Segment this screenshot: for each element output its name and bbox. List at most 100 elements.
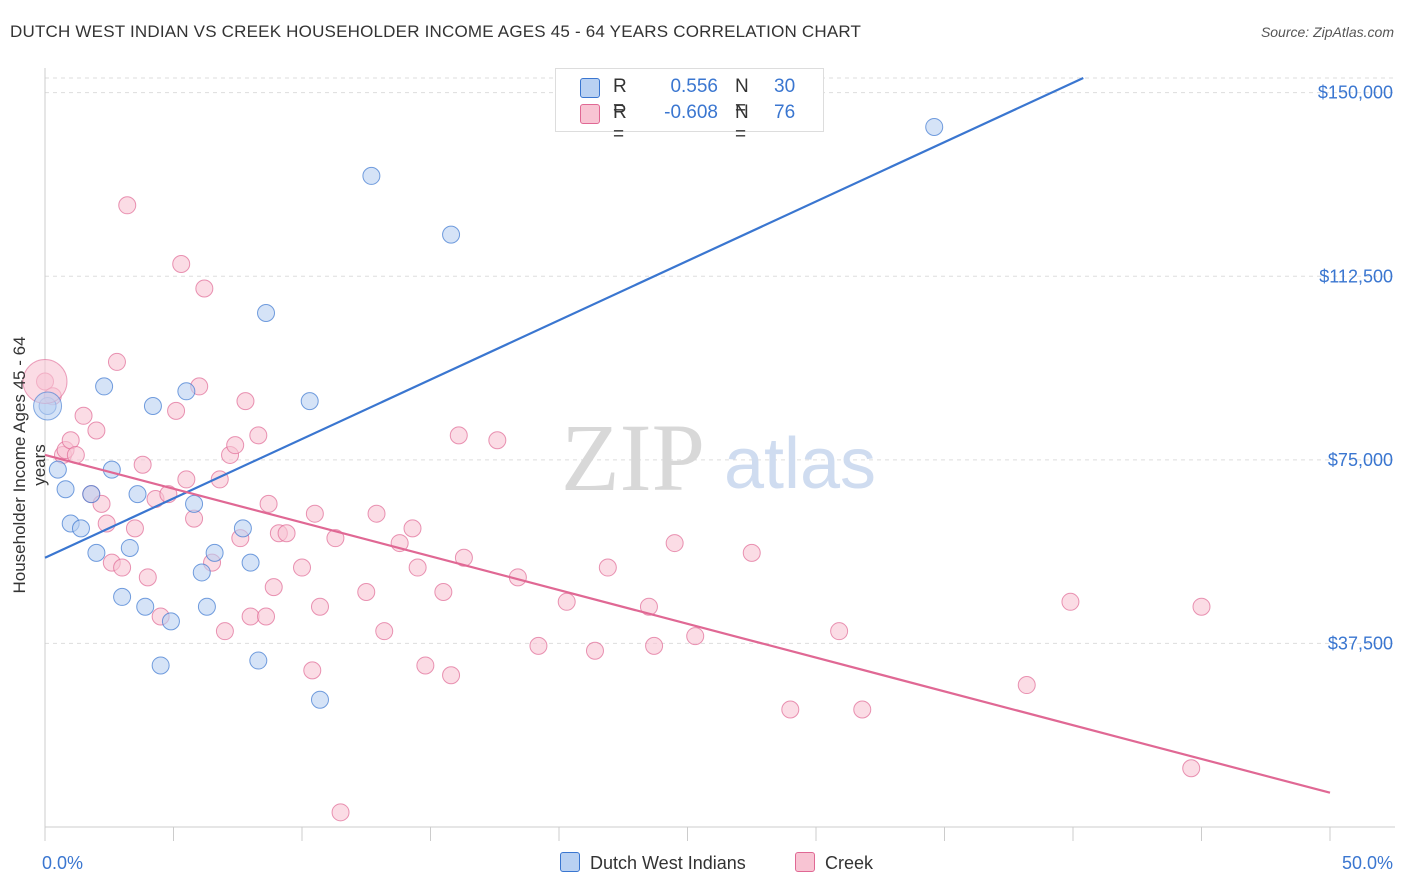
dutch-west-indian-point: [113, 587, 132, 606]
creek-point: [226, 436, 245, 455]
data-points: [22, 117, 1211, 822]
bottom-legend-swatch-pink: [795, 852, 815, 872]
creek-point: [241, 607, 260, 626]
creek-trend-line: [44, 453, 1331, 794]
creek-point: [310, 597, 329, 616]
dutch-west-indian-point: [300, 392, 319, 411]
dutch-west-indian-point: [241, 553, 260, 572]
creek-point: [264, 578, 283, 597]
creek-point: [357, 583, 376, 602]
creek-point: [113, 558, 132, 577]
dutch-west-indian-point: [48, 460, 67, 479]
creek-point: [172, 255, 191, 274]
creek-point: [488, 431, 507, 450]
dutch-west-indian-point: [120, 538, 139, 557]
creek-point: [529, 636, 548, 655]
dutch-west-indian-point: [249, 651, 268, 670]
creek-point: [293, 558, 311, 577]
dutch-west-indian-point: [56, 480, 75, 499]
creek-point: [781, 700, 800, 719]
dutch-west-indian-point: [362, 166, 381, 185]
chart-title: DUTCH WEST INDIAN VS CREEK HOUSEHOLDER I…: [10, 22, 862, 41]
creek-point: [305, 504, 324, 523]
creek-point: [303, 661, 322, 680]
creek-point: [434, 583, 453, 602]
creek-point: [257, 607, 276, 626]
creek-point: [74, 406, 93, 425]
legend-n-value: 30: [774, 76, 796, 97]
y-tick-label: $112,500: [1319, 266, 1393, 286]
creek-point: [326, 529, 345, 548]
dutch-west-indian-point: [205, 543, 224, 562]
watermark-atlas: atlas: [724, 424, 876, 504]
creek-point: [665, 534, 684, 553]
y-tick-label: $37,500: [1328, 633, 1393, 653]
creek-point: [639, 597, 658, 616]
axes: [44, 68, 1395, 841]
trend-lines: [44, 77, 1331, 794]
creek-point: [367, 504, 386, 523]
creek-point: [138, 568, 157, 587]
legend-r-label: R =: [613, 76, 627, 119]
dutch-west-indian-point: [151, 656, 170, 675]
dutch-west-indian-point: [87, 543, 106, 562]
creek-point: [125, 519, 144, 538]
creek-point: [236, 392, 255, 411]
creek-point: [107, 352, 126, 371]
dutch-west-indian-point: [925, 117, 944, 136]
creek-point: [1182, 759, 1201, 778]
legend-n-value: 76: [774, 102, 796, 123]
creek-point: [454, 548, 473, 567]
creek-point: [830, 622, 849, 641]
creek-point: [598, 558, 617, 577]
bottom-legend-label: Creek: [825, 853, 874, 873]
legend-r-value: 0.556: [670, 76, 718, 97]
dutch-west-indian-point: [197, 597, 216, 616]
source-label: Source: ZipAtlas.com: [1260, 24, 1394, 40]
dutch-west-indian-point: [161, 612, 180, 631]
creek-point: [686, 627, 705, 646]
bottom-legend-swatch-blue: [560, 852, 580, 872]
creek-point: [277, 524, 296, 543]
dutch-west-indian-point: [192, 563, 211, 582]
tick-labels: $37,500 $75,000 $112,500 $150,000 0.0% 50.0%: [42, 83, 1393, 873]
creek-point: [177, 470, 196, 489]
dutch-west-indian-point: [177, 382, 196, 401]
y-axis-label: Householder Income Ages 45 - 64 years: [10, 336, 49, 594]
creek-point: [87, 421, 106, 440]
dutch-west-indian-point: [257, 303, 276, 322]
creek-point: [557, 592, 576, 611]
dutch-west-indian-point-large: [33, 391, 63, 421]
creek-point: [416, 656, 435, 675]
x-tick-label: 0.0%: [42, 853, 83, 873]
bottom-legend-dutch-west-indians: Dutch West Indians: [560, 852, 746, 874]
creek-point: [215, 622, 234, 641]
legend-n-label: N =: [735, 76, 749, 119]
legend-r-value: -0.608: [664, 102, 718, 123]
creek-point: [331, 803, 350, 822]
creek-point: [408, 558, 427, 577]
creek-point: [1017, 676, 1036, 695]
legend-swatch-pink: [580, 104, 600, 124]
creek-point: [1061, 592, 1080, 611]
creek-point: [442, 666, 461, 685]
dutch-west-indian-point: [185, 494, 204, 513]
creek-point: [249, 426, 268, 445]
dutch-west-indian-point: [71, 519, 90, 538]
creek-point: [645, 636, 664, 655]
dutch-west-indian-point: [128, 485, 147, 504]
watermark-zip: ZIP: [561, 404, 705, 511]
dutch-west-indian-point: [102, 460, 121, 479]
dutch-west-indian-point: [143, 396, 162, 415]
creek-point: [449, 426, 468, 445]
correlation-legend: R = 0.556 N = 30 R = -0.608 N = 76: [555, 68, 824, 145]
dutch-west-indian-trend-line: [44, 77, 1084, 559]
creek-point: [403, 519, 422, 538]
legend-r-label: R =: [613, 102, 627, 145]
creek-point: [853, 700, 872, 719]
y-tick-label: $75,000: [1328, 450, 1393, 470]
dutch-west-indian-point: [82, 485, 101, 504]
creek-point: [742, 543, 761, 562]
dutch-west-indian-point: [233, 519, 252, 538]
